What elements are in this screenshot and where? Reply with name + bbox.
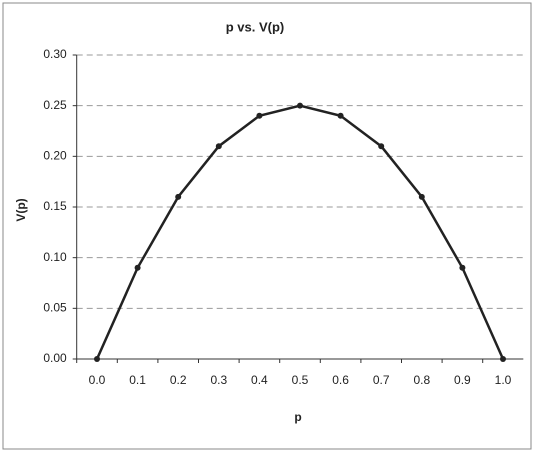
- y-axis-label: V(p): [14, 198, 28, 221]
- x-tick-label: 0.8: [413, 373, 430, 387]
- x-tick-label: 0.2: [170, 373, 187, 387]
- x-tick-label: 0.3: [210, 373, 227, 387]
- data-point: [459, 264, 466, 271]
- x-tick-label: 0.4: [251, 373, 268, 387]
- y-tick-label: 0.00: [43, 351, 67, 365]
- x-tick-label: 0.9: [454, 373, 471, 387]
- x-tick-label: 0.0: [89, 373, 106, 387]
- y-tick-label: 0.20: [43, 149, 67, 163]
- y-tick-label: 0.10: [43, 250, 67, 264]
- data-point: [418, 193, 425, 200]
- data-point: [256, 112, 263, 119]
- y-tick-label: 0.25: [43, 98, 67, 112]
- x-tick-label: 0.1: [129, 373, 146, 387]
- data-point: [337, 112, 344, 119]
- y-tick-label: 0.30: [43, 47, 67, 61]
- chart-title: p vs. V(p): [226, 19, 285, 34]
- x-tick-label: 0.7: [373, 373, 390, 387]
- data-point: [175, 193, 182, 200]
- data-point: [215, 143, 222, 150]
- x-axis-label: p: [294, 410, 301, 424]
- y-tick-label: 0.05: [43, 301, 67, 315]
- x-tick-label: 1.0: [495, 373, 512, 387]
- x-tick-label: 0.5: [292, 373, 309, 387]
- data-point: [297, 102, 303, 109]
- x-tick-label: 0.6: [332, 373, 349, 387]
- data-point: [134, 264, 141, 271]
- data-point: [378, 143, 385, 150]
- y-tick-label: 0.15: [43, 199, 67, 213]
- data-point: [94, 356, 100, 362]
- data-point: [500, 356, 506, 362]
